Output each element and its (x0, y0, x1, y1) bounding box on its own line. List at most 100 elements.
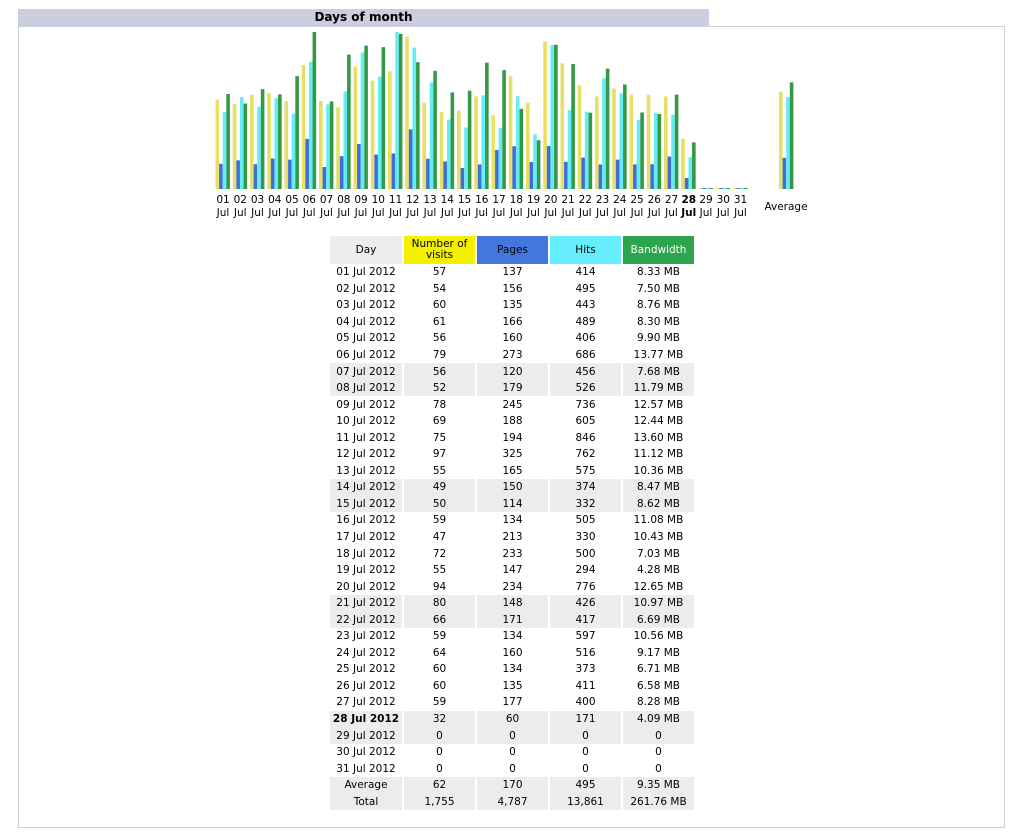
cell-day: 11 Jul 2012 (336, 431, 396, 444)
cell-bandwidth: 9.17 MB (637, 646, 680, 659)
tick-label-day: 29 (699, 194, 712, 206)
cell-day: 16 Jul 2012 (336, 514, 396, 527)
cell-pages: 134 (502, 663, 523, 676)
cell-day: 02 Jul 2012 (336, 282, 396, 295)
cell-bandwidth: 8.62 MB (623, 495, 694, 513)
cell-pages: 0 (509, 746, 516, 759)
bar-bandwidth (416, 62, 420, 189)
bar-pages (598, 164, 603, 189)
bar-visits (250, 94, 254, 189)
bar-bandwidth (260, 89, 265, 189)
tick-label-month: Jul (371, 207, 385, 219)
tick-label-month: Jul (250, 207, 264, 219)
bar-bandwidth (588, 112, 593, 189)
bar-pages (684, 177, 689, 189)
bar-pages (391, 153, 396, 189)
cell-visits: 66 (404, 611, 475, 629)
bar-hits (705, 188, 710, 189)
bar-hits (308, 61, 313, 189)
bar-visits (629, 94, 634, 189)
tick-label-month: Jul (561, 207, 575, 219)
cell-visits: 75 (432, 431, 447, 444)
cell-hits: 414 (575, 266, 596, 279)
cell-visits: 56 (432, 332, 447, 345)
tick-label-day: 15 (458, 194, 471, 206)
tick-label-day: 11 (389, 194, 402, 206)
tick-label-month: Jul (492, 207, 506, 219)
bar-pages (667, 156, 672, 189)
bar-pages (702, 188, 706, 189)
cell-bandwidth: 6.71 MB (637, 663, 680, 676)
bar-visits (405, 36, 409, 190)
days-table: Day Number of visits Pages Hits Bandwidt… (328, 236, 696, 811)
cell-pages: 179 (477, 379, 548, 397)
cell-day: 24 Jul 2012 (336, 646, 396, 659)
cell-hits: 489 (575, 315, 596, 328)
cell-bandwidth: 7.03 MB (637, 547, 680, 560)
bar-pages (633, 164, 637, 189)
bar-bandwidth (295, 76, 299, 189)
bar-visits (646, 94, 651, 189)
bar-pages (408, 129, 413, 189)
cell-hits: 736 (575, 398, 596, 411)
tick-label-month: Jul (630, 207, 644, 219)
cell-bandwidth: 10.56 MB (633, 630, 684, 643)
table-row: 04 Jul 2012 61 166 489 8.30 MB (330, 314, 694, 331)
table-row: 10 Jul 2012 69 188 605 12.44 MB (330, 413, 694, 430)
bar-hits (395, 32, 399, 189)
cell-bandwidth: 10.43 MB (633, 531, 684, 544)
cell-day: 06 Jul 2012 (336, 349, 396, 361)
cell-day: 15 Jul 2012 (330, 495, 402, 513)
cell-visits: 72 (432, 547, 447, 560)
bar-pages (512, 146, 516, 189)
cell-bandwidth: 7.50 MB (637, 282, 680, 295)
cell-pages: 273 (502, 349, 523, 361)
cell-bandwidth: 8.33 MB (637, 266, 680, 279)
cell-pages: 156 (502, 282, 523, 295)
cell-bandwidth: 10.36 MB (633, 464, 684, 477)
cell-visits: 32 (404, 710, 475, 728)
bar-bandwidth (502, 70, 506, 189)
cell-visits: 60 (432, 679, 447, 692)
tick-label-month: Jul (699, 207, 713, 219)
bar-hits (377, 76, 382, 189)
cell-hits: 597 (575, 630, 596, 643)
cell-visits: 49 (404, 479, 475, 496)
table-row: 09 Jul 2012 78 245 736 12.57 MB (330, 396, 694, 413)
table-row: 18 Jul 2012 72 233 500 7.03 MB (330, 545, 694, 562)
cell-day: 12 Jul 2012 (336, 448, 396, 461)
table-row: 20 Jul 2012 94 234 776 12.65 MB (330, 578, 694, 595)
header-day: Day (330, 236, 402, 264)
chart-panel (18, 26, 1005, 828)
cell-pages: 160 (502, 332, 523, 345)
bar-hits (446, 119, 451, 189)
cell-pages: 166 (502, 315, 523, 328)
tick-label-month: Jul (354, 207, 368, 219)
cell-hits: 332 (550, 495, 621, 513)
cell-hits: 373 (575, 663, 596, 676)
cell-hits: 605 (575, 415, 596, 428)
bar-average-visits (779, 91, 783, 189)
bar-visits (474, 96, 478, 189)
cell-bandwidth: 12.65 MB (633, 580, 684, 593)
table-row: 01 Jul 2012 57 137 414 8.33 MB (330, 264, 694, 281)
cell-bandwidth: 9.90 MB (637, 332, 680, 345)
tick-label-day: 16 (475, 194, 489, 206)
tick-label-month: Jul (543, 207, 557, 219)
cell-hits: 417 (550, 611, 621, 629)
cell-visits: 60 (432, 299, 447, 312)
cell-day: 14 Jul 2012 (330, 479, 402, 496)
tick-label-day: 24 (613, 194, 627, 206)
cell-visits: 1,755 (404, 793, 475, 811)
bar-pages (546, 146, 551, 189)
bar-visits (353, 66, 358, 189)
cell-bandwidth: 13.60 MB (633, 431, 684, 444)
table-row: 26 Jul 2012 60 135 411 6.58 MB (330, 678, 694, 695)
section-title: Days of month (18, 9, 709, 26)
cell-day: 26 Jul 2012 (336, 679, 396, 692)
bar-bandwidth (657, 113, 662, 189)
cell-hits: 776 (575, 580, 596, 593)
tick-label-day: 10 (372, 194, 385, 206)
bar-bandwidth (726, 188, 731, 189)
tick-label-day: 23 (596, 194, 609, 206)
